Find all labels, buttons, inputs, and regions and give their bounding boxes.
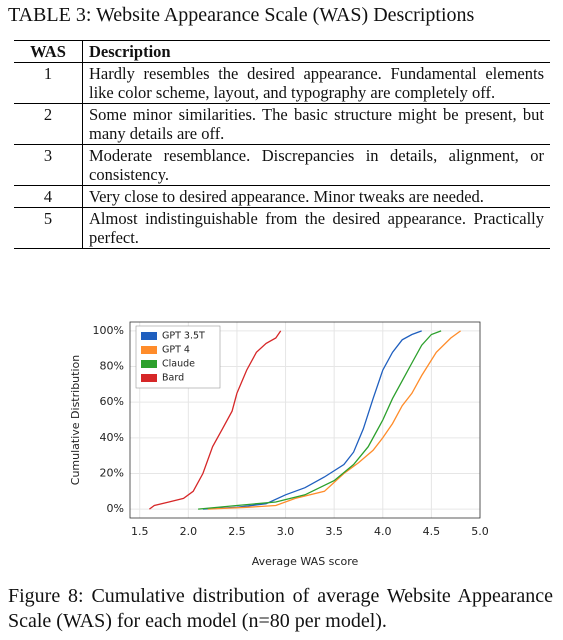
table-body: 1 Hardly resembles the desired appearance… [14,62,550,249]
legend-swatch [141,374,157,382]
y-tick-label: 100% [93,324,124,337]
chart: 0% 20% 40% 60% 80% 100% 1.5 2.0 2.5 3.0 3.5 4.0 4.5 5… [69,321,489,568]
table-row: 4 Very close to desired appearance. Minor… [14,185,550,208]
legend-swatch [141,360,157,368]
table-cell: 1 [14,62,83,104]
series-line [202,330,422,510]
table-cell: Almost indistinguishable from the desire… [82,207,550,249]
table-cell: Very close to desired appearance. Minor … [82,185,550,208]
legend-label: Claude [162,359,195,370]
table-caption: TABLE 3: Website Appearance Scale (WAS) … [8,4,475,26]
table-cell: 5 [14,207,83,249]
figure-caption: Figure 8: Cumulative distribution of ave… [8,585,553,632]
series-line [149,330,282,510]
y-tick-label: 40% [100,431,124,444]
x-tick-label: 3.0 [277,525,295,538]
table-cell: Moderate resemblance. Discrepancies in d… [82,144,550,186]
x-tick-label: 3.5 [325,525,343,538]
series-line [207,330,461,510]
table-cell: 3 [14,144,83,186]
table-row: 3 Moderate resemblance. Discrepancies in … [14,144,550,186]
table-row: 1 Hardly resembles the desired appearance… [14,62,550,104]
y-tick-label: 60% [100,395,124,408]
plot-frame [129,321,481,519]
header-cell: Description [82,40,550,63]
x-axis-label: Average WAS score [252,555,359,568]
x-tick-label: 5.0 [471,525,489,538]
series-line [198,330,442,510]
table-cell: 2 [14,103,83,145]
legend-label: GPT 3.5T [162,331,205,342]
table-cell: Hardly resembles the desired appearance.… [82,62,550,104]
x-tick-label: 1.5 [131,525,149,538]
header-row: WAS Description [14,40,550,63]
table-cell: Some minor similarities. The basic struc… [82,103,550,145]
was-table: WAS Description 1 Hardly resembles the de… [14,40,550,249]
legend-swatch [141,332,157,340]
y-axis-label: Cumulative Distribution [69,355,82,485]
table-cell: 4 [14,185,83,208]
legend-swatch [141,346,157,354]
legend-label: GPT 4 [162,345,190,356]
x-tick-label: 2.5 [228,525,246,538]
y-tick-label: 20% [100,466,124,479]
table-row: 2 Some minor similarities. The basic stru… [14,103,550,145]
y-tick-label: 80% [100,360,124,373]
table-row: 5 Almost indistinguishable from the desir… [14,207,550,249]
legend-label: Bard [162,373,184,384]
x-tick-label: 4.0 [374,525,392,538]
y-tick-label: 0% [107,502,124,515]
x-tick-label: 4.5 [423,525,441,538]
header-cell: WAS [14,40,83,63]
x-tick-label: 2.0 [180,525,198,538]
